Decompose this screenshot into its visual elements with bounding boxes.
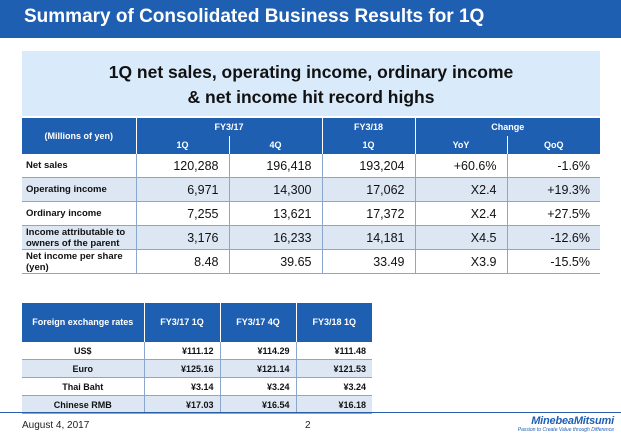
results-header-row-2: 1Q 4Q 1Q YoY QoQ — [22, 136, 600, 154]
group-header-change: Change — [414, 118, 600, 136]
row-label: Operating income — [22, 177, 136, 202]
title-bar: Summary of Consolidated Business Results… — [0, 0, 621, 38]
fx-header: FY3/17 4Q — [219, 303, 296, 342]
fx-header-row: Foreign exchange rates FY3/17 1Q FY3/17 … — [22, 303, 372, 342]
cell-value: 13,621 — [228, 201, 322, 226]
fx-rate: ¥111.48 — [295, 342, 372, 360]
cell-value: X2.4 — [414, 201, 507, 226]
cell-value: -12.6% — [506, 225, 600, 250]
cell-value: X3.9 — [414, 249, 507, 274]
fx-currency: US$ — [22, 342, 144, 360]
unit-label: (Millions of yen) — [22, 118, 136, 154]
fx-header: FY3/17 1Q — [143, 303, 220, 342]
headline-line-1: 1Q net sales, operating income, ordinary… — [108, 62, 514, 82]
footer-date: August 4, 2017 — [22, 420, 90, 431]
table-row: Ordinary income 7,255 13,621 17,372 X2.4… — [22, 201, 600, 226]
table-row: Operating income 6,971 14,300 17,062 X2.… — [22, 177, 600, 202]
brand-name: MinebeaMitsumi — [531, 415, 614, 427]
results-header-row-1: (Millions of yen) FY3/17 FY3/18 Change — [22, 118, 600, 154]
row-label: Ordinary income — [22, 201, 136, 226]
page-number: 2 — [305, 420, 311, 431]
sub-header: QoQ — [506, 136, 600, 154]
fx-header: FY3/18 1Q — [295, 303, 372, 342]
cell-value: +60.6% — [414, 154, 507, 178]
fx-rate: ¥114.29 — [219, 342, 296, 360]
brand-tagline: Passion to Create Value through Differen… — [517, 427, 614, 433]
fx-currency: Euro — [22, 359, 144, 378]
headline-box: 1Q net sales, operating income, ordinary… — [22, 51, 600, 116]
fx-rate: ¥16.54 — [219, 395, 296, 414]
cell-value: 196,418 — [228, 154, 322, 178]
sub-header: 4Q — [228, 136, 322, 154]
fx-rate: ¥111.12 — [143, 342, 220, 360]
cell-value: 39.65 — [228, 249, 322, 274]
fx-currency: Chinese RMB — [22, 395, 144, 414]
cell-value: -1.6% — [506, 154, 600, 178]
cell-value: 14,300 — [228, 177, 322, 202]
sub-header: 1Q — [321, 136, 415, 154]
results-table: (Millions of yen) FY3/17 FY3/18 Change 1… — [22, 118, 600, 274]
table-row: Euro ¥125.16 ¥121.14 ¥121.53 — [22, 359, 372, 378]
headline-line-2: & net income hit record highs — [187, 87, 435, 107]
sub-header: YoY — [414, 136, 507, 154]
cell-value: +19.3% — [506, 177, 600, 202]
fx-rate: ¥3.14 — [143, 377, 220, 396]
cell-value: 6,971 — [135, 177, 229, 202]
row-label: Income attributable to owners of the par… — [22, 225, 136, 250]
row-label: Net sales — [22, 154, 136, 178]
fx-rate: ¥3.24 — [295, 377, 372, 396]
page-title: Summary of Consolidated Business Results… — [24, 6, 485, 27]
cell-value: +27.5% — [506, 201, 600, 226]
table-row: Income attributable to owners of the par… — [22, 225, 600, 250]
cell-value: 16,233 — [228, 225, 322, 250]
fx-rate: ¥125.16 — [143, 359, 220, 378]
cell-value: 3,176 — [135, 225, 229, 250]
table-row: Net sales 120,288 196,418 193,204 +60.6%… — [22, 154, 600, 178]
fx-currency: Thai Baht — [22, 377, 144, 396]
cell-value: 17,062 — [321, 177, 415, 202]
cell-value: 8.48 — [135, 249, 229, 274]
fx-rate: ¥17.03 — [143, 395, 220, 414]
row-label: Net income per share (yen) — [22, 249, 136, 274]
table-row: Net income per share (yen) 8.48 39.65 33… — [22, 249, 600, 274]
table-row: Chinese RMB ¥17.03 ¥16.54 ¥16.18 — [22, 395, 372, 414]
fx-rate: ¥3.24 — [219, 377, 296, 396]
company-logo: MinebeaMitsumi Passion to Create Value t… — [502, 415, 614, 433]
cell-value: -15.5% — [506, 249, 600, 274]
group-header-fy318: FY3/18 — [321, 118, 415, 136]
cell-value: 7,255 — [135, 201, 229, 226]
table-row: US$ ¥111.12 ¥114.29 ¥111.48 — [22, 342, 372, 360]
cell-value: 17,372 — [321, 201, 415, 226]
table-row: Thai Baht ¥3.14 ¥3.24 ¥3.24 — [22, 377, 372, 396]
cell-value: 120,288 — [135, 154, 229, 178]
cell-value: X2.4 — [414, 177, 507, 202]
sub-header: 1Q — [135, 136, 229, 154]
group-header-fy317: FY3/17 — [135, 118, 322, 136]
cell-value: 193,204 — [321, 154, 415, 178]
footer-divider — [0, 412, 621, 413]
fx-rate: ¥16.18 — [295, 395, 372, 414]
fx-header: Foreign exchange rates — [22, 303, 144, 342]
fx-rates-table: Foreign exchange rates FY3/17 1Q FY3/17 … — [22, 303, 372, 414]
cell-value: 33.49 — [321, 249, 415, 274]
cell-value: 14,181 — [321, 225, 415, 250]
cell-value: X4.5 — [414, 225, 507, 250]
fx-rate: ¥121.14 — [219, 359, 296, 378]
fx-rate: ¥121.53 — [295, 359, 372, 378]
